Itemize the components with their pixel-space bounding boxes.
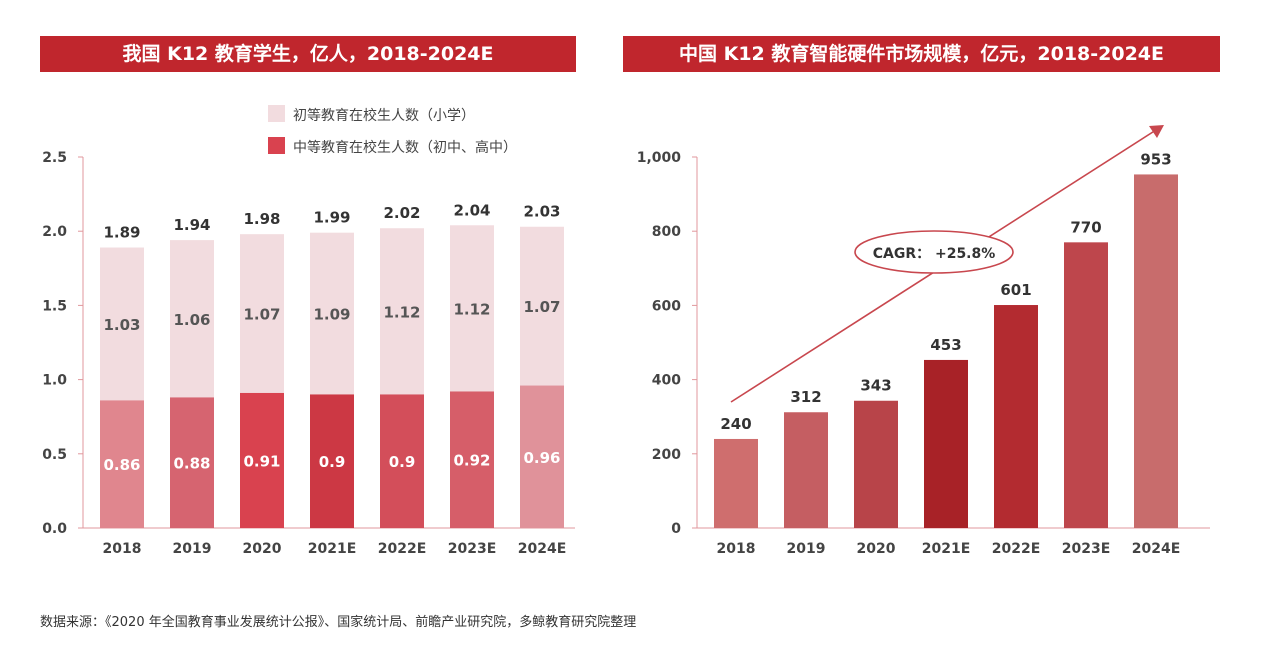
secondary-edu-bar xyxy=(380,394,424,528)
primary-edu-bar xyxy=(380,228,424,395)
legend-label-secondary: 中等教育在校生人数（初中、高中） xyxy=(293,139,517,156)
legend-label-primary: 初等教育在校生人数（小学） xyxy=(293,107,475,124)
left-chart-title: 我国 K12 教育学生，亿人，2018-2024E xyxy=(40,36,576,72)
secondary-edu-bar xyxy=(170,397,214,528)
primary-edu-bar xyxy=(100,247,144,401)
x-tick-label: 2018 xyxy=(103,541,142,557)
primary-edu-bar xyxy=(170,240,214,398)
secondary-value-label: 0.91 xyxy=(243,452,280,470)
bar-value-label: 953 xyxy=(1140,150,1171,168)
y-tick-label: 0.5 xyxy=(42,447,67,463)
legend-swatch-primary xyxy=(268,105,285,122)
primary-value-label: 1.07 xyxy=(523,298,560,316)
bar-value-label: 240 xyxy=(720,415,751,433)
secondary-edu-bar xyxy=(240,392,284,528)
x-tick-label: 2018 xyxy=(717,541,756,557)
cagr-arrow-head xyxy=(1149,125,1164,138)
market-size-bar xyxy=(994,305,1038,528)
x-tick-label: 2021E xyxy=(922,541,971,557)
y-tick-label: 800 xyxy=(652,224,681,240)
student-stacked-bar-chart: 0.0 0.5 1.0 1.5 2.0 2.5 0.86 1.03 1.89 2018 0.88 1.… xyxy=(42,105,575,557)
bar-value-label: 343 xyxy=(860,377,891,395)
data-source-note: 数据来源：《2020 年全国教育事业发展统计公报》、国家统计局、前瞻产业研究院，… xyxy=(40,615,637,630)
primary-value-label: 1.07 xyxy=(243,306,280,324)
primary-value-label: 1.06 xyxy=(173,311,210,329)
market-size-bar xyxy=(1134,174,1178,528)
primary-value-label: 1.03 xyxy=(103,316,140,334)
y-tick-label: 1.5 xyxy=(42,298,67,314)
secondary-value-label: 0.9 xyxy=(389,453,416,471)
y-tick-label: 600 xyxy=(652,298,681,314)
primary-value-label: 1.12 xyxy=(453,300,490,318)
market-size-bar-chart: 0 200 400 600 800 1,000 240 2018 312 2019 343 2020 4… xyxy=(637,125,1210,557)
secondary-value-label: 0.9 xyxy=(319,453,346,471)
primary-edu-bar xyxy=(310,232,354,395)
secondary-edu-bar xyxy=(520,385,564,528)
total-value-label: 1.94 xyxy=(173,216,210,234)
cagr-annotation-text: CAGR： +25.8% xyxy=(873,246,996,262)
y-tick-label: 2.0 xyxy=(42,224,67,240)
y-tick-label: 0.0 xyxy=(42,521,67,537)
x-tick-label: 2023E xyxy=(1062,541,1111,557)
bar-value-label: 312 xyxy=(790,388,821,406)
market-size-bar xyxy=(854,400,898,528)
y-tick-label: 200 xyxy=(652,447,681,463)
secondary-value-label: 0.88 xyxy=(173,455,210,473)
total-value-label: 1.99 xyxy=(313,209,350,227)
primary-edu-bar xyxy=(450,225,494,392)
x-tick-label: 2020 xyxy=(857,541,896,557)
legend-swatch-secondary xyxy=(268,137,285,154)
primary-edu-bar xyxy=(520,226,564,386)
primary-value-label: 1.09 xyxy=(313,306,350,324)
secondary-value-label: 0.86 xyxy=(103,456,140,474)
x-tick-label: 2023E xyxy=(448,541,497,557)
secondary-edu-bar xyxy=(450,391,494,528)
primary-edu-bar xyxy=(240,234,284,393)
total-value-label: 2.04 xyxy=(453,201,490,219)
x-tick-label: 2019 xyxy=(787,541,826,557)
x-tick-label: 2021E xyxy=(308,541,357,557)
y-tick-label: 1.0 xyxy=(42,373,67,389)
x-tick-label: 2022E xyxy=(378,541,427,557)
total-value-label: 2.02 xyxy=(383,204,420,222)
primary-value-label: 1.12 xyxy=(383,303,420,321)
bar-value-label: 601 xyxy=(1000,281,1031,299)
market-size-bar xyxy=(924,359,968,528)
x-tick-label: 2020 xyxy=(243,541,282,557)
secondary-edu-bar xyxy=(310,394,354,528)
y-tick-label: 0 xyxy=(671,521,681,537)
bar-value-label: 453 xyxy=(930,336,961,354)
secondary-value-label: 0.92 xyxy=(453,452,490,470)
secondary-value-label: 0.96 xyxy=(523,449,560,467)
market-size-bar xyxy=(714,438,758,528)
right-chart-title: 中国 K12 教育智能硬件市场规模，亿元，2018-2024E xyxy=(623,36,1220,72)
total-value-label: 1.98 xyxy=(243,210,280,228)
total-value-label: 1.89 xyxy=(103,224,140,242)
y-tick-label: 1,000 xyxy=(637,150,682,166)
market-size-bar xyxy=(784,412,828,528)
cagr-annotation-ellipse xyxy=(854,230,1014,274)
x-tick-label: 2022E xyxy=(992,541,1041,557)
y-tick-label: 400 xyxy=(652,373,681,389)
market-size-bar xyxy=(1064,242,1108,528)
secondary-edu-bar xyxy=(100,400,144,528)
bar-value-label: 770 xyxy=(1070,218,1101,236)
x-tick-label: 2024E xyxy=(1132,541,1181,557)
x-tick-label: 2019 xyxy=(173,541,212,557)
total-value-label: 2.03 xyxy=(523,203,560,221)
x-tick-label: 2024E xyxy=(518,541,567,557)
y-tick-label: 2.5 xyxy=(42,150,67,166)
